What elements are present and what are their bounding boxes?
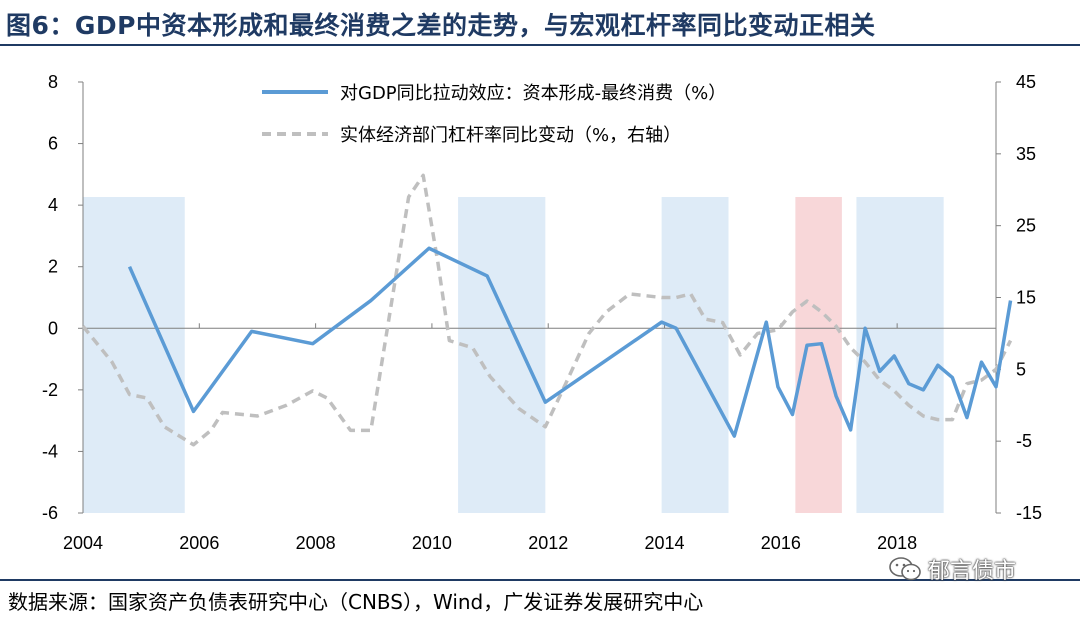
x-tick-label: 2010 [412, 533, 452, 553]
series-line-leverage-change [81, 173, 1013, 447]
title-divider [0, 44, 1080, 46]
left-tick-label: 4 [48, 195, 58, 215]
shade-period-3 [661, 197, 729, 513]
left-tick-label: 0 [48, 318, 58, 338]
x-tick-label: 2016 [761, 533, 801, 553]
x-tick-label: 2014 [645, 533, 685, 553]
left-tick-label: 6 [48, 134, 58, 154]
series-line-capital-minus-consumption [127, 246, 1013, 438]
x-tick-label: 2012 [528, 533, 568, 553]
right-tick-label: 5 [1016, 359, 1026, 379]
series-lines [81, 173, 1013, 447]
x-tick-label: 2006 [179, 533, 219, 553]
left-tick-label: -4 [42, 441, 58, 461]
wechat-icon [889, 557, 921, 581]
left-tick-label: -6 [42, 503, 58, 523]
legend-label-series2: 实体经济部门杠杆率同比变动（%，右轴） [340, 125, 681, 146]
watermark-text: 郁言债市 [928, 559, 1017, 584]
left-tick-label: -2 [42, 380, 58, 400]
right-tick-label: -5 [1016, 431, 1032, 451]
title-bar: 图6：GDP中资本形成和最终消费之差的走势，与宏观杠杆率同比变动正相关 [0, 0, 1080, 46]
shade-period-2 [458, 197, 546, 513]
x-tick-label: 2018 [877, 533, 917, 553]
left-tick-label: 2 [48, 257, 58, 277]
right-tick-label: 25 [1016, 216, 1036, 236]
right-tick-label: 45 [1016, 72, 1036, 92]
chart-title: 图6：GDP中资本形成和最终消费之差的走势，与宏观杠杆率同比变动正相关 [6, 11, 876, 40]
footer-divider [0, 579, 1080, 581]
x-tick-label: 2004 [63, 533, 103, 553]
watermark: 郁言债市 [888, 552, 1016, 586]
shade-period-5 [856, 197, 944, 513]
source-note: 数据来源：国家资产负债表研究中心（CNBS），Wind，广发证券发展研究中心 [8, 590, 704, 614]
right-tick-label: 35 [1016, 144, 1036, 164]
chart-svg: 8 6 4 2 0 -2 -4 -6 45 35 25 15 5 -5 -15 2004 2006 2008 201… [42, 72, 1042, 553]
x-tick-label: 2008 [296, 533, 336, 553]
right-tick-label: 15 [1016, 288, 1036, 308]
axes: 8 6 4 2 0 -2 -4 -6 45 35 25 15 5 -5 -15 2004 2006 2008 201… [42, 72, 1042, 553]
shaded-periods [83, 197, 944, 513]
right-tick-label: -15 [1016, 503, 1042, 523]
shade-period-4 [795, 197, 842, 513]
left-tick-label: 8 [48, 72, 58, 92]
legend-label-series1: 对GDP同比拉动效应：资本形成-最终消费（%） [340, 83, 726, 104]
legend: 对GDP同比拉动效应：资本形成-最终消费（%） 实体经济部门杠杆率同比变动（%，… [262, 83, 726, 146]
